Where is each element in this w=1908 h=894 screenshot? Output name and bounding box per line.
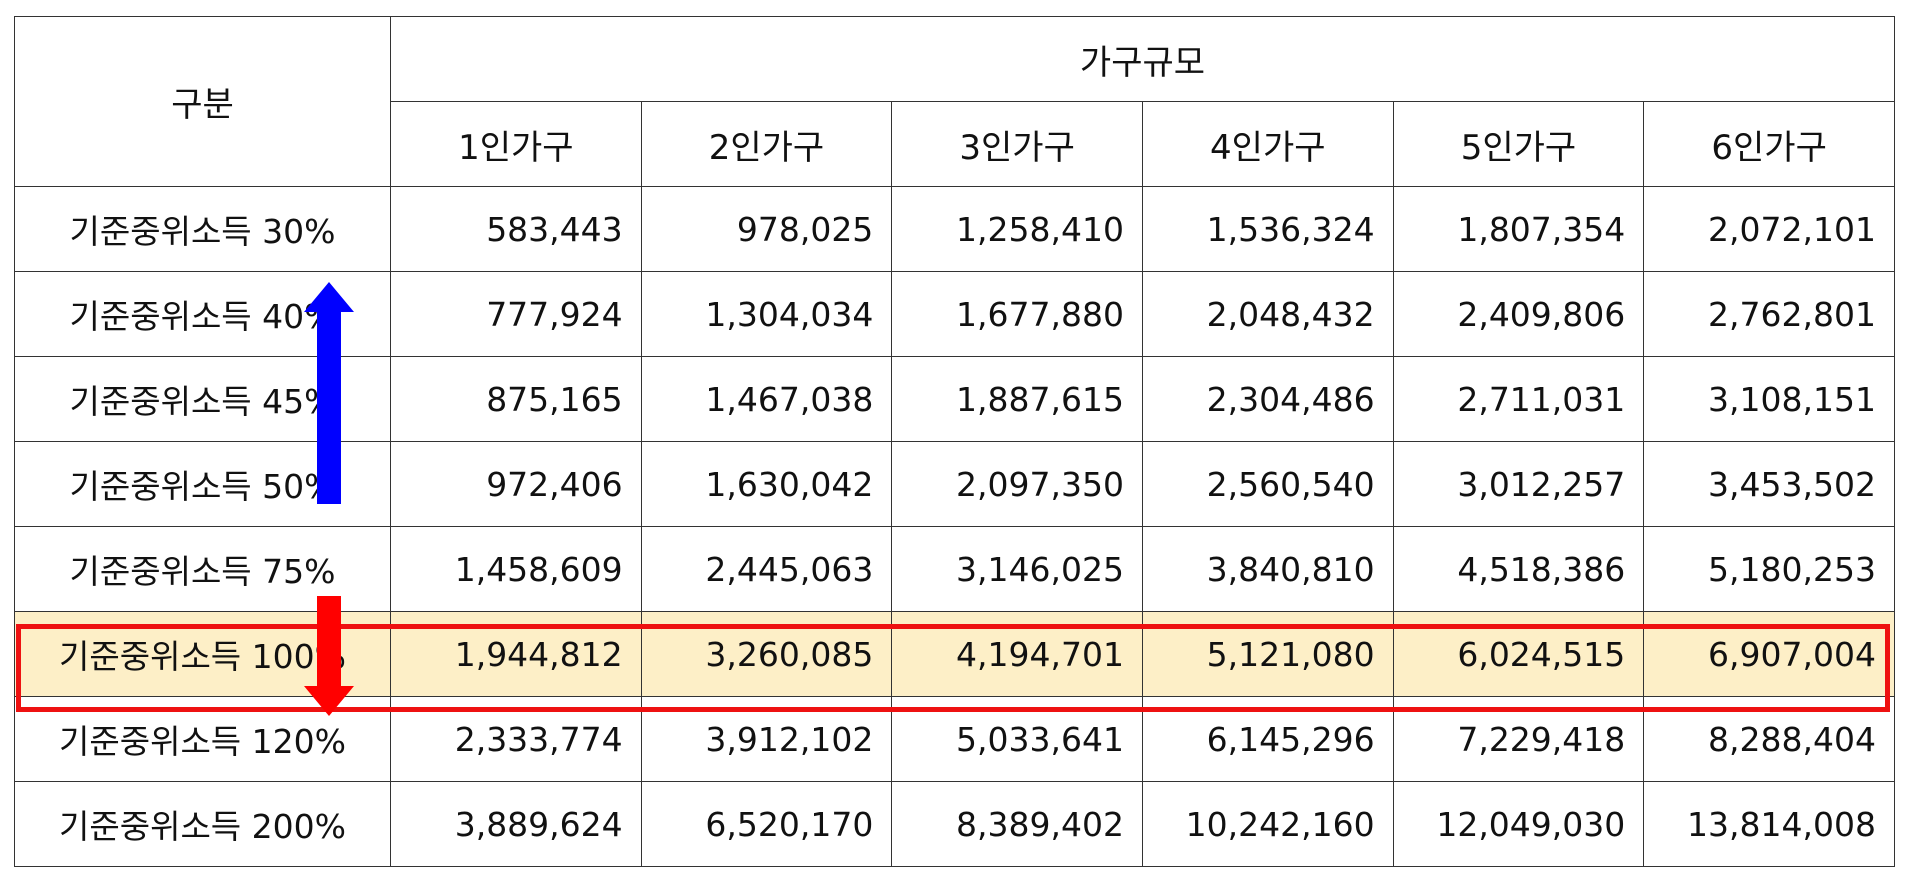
table-cell: 583,443 (390, 186, 642, 272)
table-cell: 1,458,609 (390, 526, 642, 612)
row-label: 기준중위소득 200% (14, 781, 391, 867)
row-label: 기준중위소득 30% (14, 186, 391, 272)
table-cell: 3,146,025 (891, 526, 1143, 612)
table-cell: 1,807,354 (1392, 186, 1645, 272)
table-cell: 1,887,615 (891, 356, 1143, 442)
household-size-header: 가구규모 (390, 16, 1895, 102)
table-cell: 3,012,257 (1392, 441, 1645, 527)
table-cell: 1,630,042 (640, 441, 893, 527)
table-cell: 2,048,432 (1141, 271, 1394, 357)
table-cell: 2,097,350 (891, 441, 1143, 527)
table-cell: 2,333,774 (390, 696, 642, 782)
down-arrow-icon (304, 596, 354, 716)
table-cell: 3,108,151 (1643, 356, 1895, 442)
table-cell: 2,560,540 (1141, 441, 1394, 527)
table-cell: 4,194,701 (891, 611, 1143, 697)
table-cell: 1,677,880 (891, 271, 1143, 357)
table-cell: 3,912,102 (640, 696, 893, 782)
table-cell: 6,520,170 (640, 781, 893, 867)
table-cell: 1,536,324 (1141, 186, 1394, 272)
table-cell: 12,049,030 (1392, 781, 1645, 867)
table-cell: 777,924 (390, 271, 642, 357)
table-cell: 1,258,410 (891, 186, 1143, 272)
table-cell: 5,033,641 (891, 696, 1143, 782)
table-cell: 2,072,101 (1643, 186, 1895, 272)
table-cell: 1,467,038 (640, 356, 893, 442)
column-header: 4인가구 (1141, 101, 1394, 187)
table-cell: 3,260,085 (640, 611, 893, 697)
category-header: 구분 (14, 16, 391, 187)
table-cell: 2,445,063 (640, 526, 893, 612)
table-cell: 3,889,624 (390, 781, 642, 867)
table-row: 기준중위소득 120% 2,333,774 3,912,102 5,033,641 6,… (14, 696, 1895, 782)
median-income-table: 구분 가구규모 1인가구 2인가구 3인가구 4인가구 5인가구 6인가구 기준… (14, 16, 1895, 867)
column-header: 5인가구 (1392, 101, 1645, 187)
table-row: 기준중위소득 40% 777,924 1,304,034 1,677,880 2,048… (14, 271, 1895, 357)
table-cell: 2,711,031 (1392, 356, 1645, 442)
table-cell: 10,242,160 (1141, 781, 1394, 867)
table-cell: 6,907,004 (1643, 611, 1895, 697)
column-header: 3인가구 (891, 101, 1143, 187)
table-cell: 972,406 (390, 441, 642, 527)
table-cell: 1,944,812 (390, 611, 642, 697)
table-row: 기준중위소득 50% 972,406 1,630,042 2,097,350 2,560… (14, 441, 1895, 527)
table-row: 기준중위소득 100% 1,944,812 3,260,085 4,194,701 5,… (14, 611, 1895, 697)
table-cell: 6,024,515 (1392, 611, 1645, 697)
table-cell: 7,229,418 (1392, 696, 1645, 782)
up-arrow-icon (304, 282, 354, 504)
table-cell: 5,121,080 (1141, 611, 1394, 697)
table-cell: 6,145,296 (1141, 696, 1394, 782)
table-cell: 3,840,810 (1141, 526, 1394, 612)
table-cell: 13,814,008 (1643, 781, 1895, 867)
column-header: 2인가구 (640, 101, 893, 187)
row-label: 기준중위소득 50% (14, 441, 391, 527)
table-cell: 8,288,404 (1643, 696, 1895, 782)
column-header: 6인가구 (1643, 101, 1895, 187)
table-cell: 2,409,806 (1392, 271, 1645, 357)
table-cell: 8,389,402 (891, 781, 1143, 867)
table-cell: 5,180,253 (1643, 526, 1895, 612)
table-cell: 3,453,502 (1643, 441, 1895, 527)
table-row: 기준중위소득 45% 875,165 1,467,038 1,887,615 2,304… (14, 356, 1895, 442)
table-cell: 875,165 (390, 356, 642, 442)
table-cell: 1,304,034 (640, 271, 893, 357)
table-row: 기준중위소득 200% 3,889,624 6,520,170 8,389,402 10… (14, 781, 1895, 867)
table-cell: 2,762,801 (1643, 271, 1895, 357)
table-row: 기준중위소득 30% 583,443 978,025 1,258,410 1,536,3… (14, 186, 1895, 272)
table-row: 기준중위소득 75% 1,458,609 2,445,063 3,146,025 3,8… (14, 526, 1895, 612)
table-cell: 4,518,386 (1392, 526, 1645, 612)
table-cell: 2,304,486 (1141, 356, 1394, 442)
income-table-container: 구분 가구규모 1인가구 2인가구 3인가구 4인가구 5인가구 6인가구 기준… (14, 16, 1895, 867)
column-header: 1인가구 (390, 101, 642, 187)
header-row-group: 구분 가구규모 (14, 16, 1895, 187)
table-cell: 978,025 (640, 186, 893, 272)
